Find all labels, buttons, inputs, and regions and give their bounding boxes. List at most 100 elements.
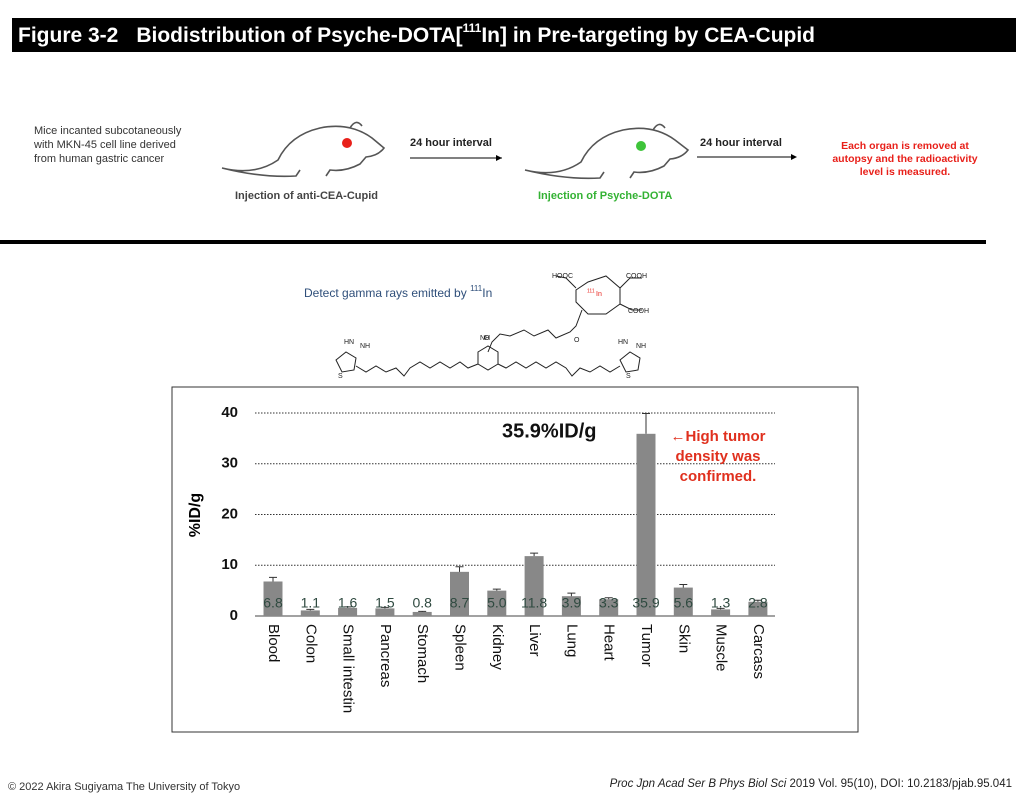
bar: [748, 601, 768, 616]
structure-label: HN: [618, 339, 628, 346]
error-bar: [343, 606, 352, 608]
structure-label: S: [626, 373, 631, 380]
annotation-line: ←High tumor: [671, 428, 766, 445]
structure-label: COOH: [626, 273, 647, 280]
tumor-dot: [342, 138, 352, 148]
header-bar: [12, 18, 1016, 52]
header-title: Figure 3-2 Biodistribution of Psyche-DOTA…: [18, 21, 815, 46]
error-bar: [455, 566, 464, 572]
error-bar: [604, 597, 613, 600]
x-tick-label: Tumor: [638, 624, 655, 667]
value-label: 8.7: [450, 595, 470, 611]
error-bar: [380, 606, 389, 609]
x-tick-label: Spleen: [452, 624, 469, 671]
structure-label: NH: [636, 343, 646, 350]
value-label: 1.6: [338, 595, 358, 611]
structure-label: S: [338, 373, 343, 380]
x-tick-label: Carcass: [750, 624, 767, 679]
note-line: with MKN-45 cell line derived: [33, 139, 176, 151]
bar: [263, 581, 283, 616]
step-label: Injection of anti-CEA-Cupid: [235, 190, 378, 202]
citation: Proc Jpn Acad Ser B Phys Biol Sci 2019 V…: [610, 778, 1012, 790]
arrow-head: [791, 154, 797, 160]
value-label: 3.9: [562, 595, 582, 611]
y-axis-label: %ID/g: [187, 493, 204, 537]
chart-frame: [171, 386, 859, 733]
x-tick-label: Liver: [526, 624, 543, 657]
value-label: 1.1: [301, 595, 321, 611]
detection-sup: 111: [470, 284, 483, 293]
bar: [412, 611, 432, 616]
structure-label: NH: [480, 335, 490, 342]
bar: [338, 607, 358, 616]
value-label: 11.8: [521, 595, 547, 611]
detection-text: Detect gamma rays emitted by 111In: [304, 284, 492, 300]
value-label: 6.8: [263, 595, 283, 611]
y-tick-label: 10: [221, 556, 238, 573]
structure-label: O: [484, 335, 490, 342]
bar: [300, 610, 320, 616]
title-text: Biodistribution of Psyche-DOTA[: [136, 24, 462, 47]
error-bar: [530, 552, 539, 557]
probe-dot: [636, 141, 646, 151]
value-label: 5.6: [674, 595, 694, 611]
figure-number: Figure 3-2: [18, 24, 118, 47]
bar: [673, 587, 693, 616]
note-line: from human gastric cancer: [34, 153, 165, 165]
value-label: 1.5: [375, 595, 395, 611]
x-tick-label: Skin: [675, 624, 692, 653]
title-text: In] in Pre-targeting by CEA-Cupid: [481, 24, 815, 47]
structure: [335, 275, 642, 377]
error-bar: [306, 608, 315, 611]
y-tick-label: 30: [221, 455, 238, 472]
value-label: 35.9: [632, 595, 659, 611]
x-tick-label: Stomach: [414, 624, 431, 683]
step-prefix: Injection of: [538, 190, 600, 202]
bar: [711, 609, 731, 616]
structure-label: COOH: [628, 308, 649, 315]
error-bar: [418, 610, 427, 612]
divider: [0, 240, 986, 244]
value-label: 1.3: [711, 595, 731, 611]
detection-main: Detect gamma rays emitted by: [304, 286, 470, 300]
value-label: 5.0: [487, 595, 507, 611]
value-label: 0.8: [412, 595, 432, 611]
highlight-label: 35.9%ID/g: [502, 420, 596, 442]
mouse-1: [221, 121, 386, 178]
step-name: Psyche-DOTA: [600, 190, 673, 202]
x-tick-label: Colon: [302, 624, 319, 663]
x-tick-label: Kidney: [489, 624, 506, 670]
x-tick-label: Muscle: [713, 624, 730, 672]
error-bar: [753, 599, 762, 602]
bar: [524, 556, 544, 616]
step-label: Injection of Psyche-DOTA: [538, 190, 672, 202]
x-tick-label: Lung: [563, 624, 580, 657]
interval-label: 24 hour interval: [410, 137, 492, 149]
error-bar: [642, 413, 650, 434]
error-bar: [679, 584, 688, 588]
title-sup: 111: [463, 21, 482, 35]
result-line: level is measured.: [860, 166, 951, 178]
structure-label: 111: [587, 288, 595, 294]
x-tick-label: Small intestin: [340, 624, 357, 713]
structure-label: HOOC: [552, 273, 573, 280]
x-tick-label: Heart: [601, 624, 618, 662]
structure-label: In: [596, 291, 602, 298]
x-tick-label: Blood: [265, 624, 282, 662]
structure-label: HN: [344, 339, 354, 346]
result-line: Each organ is removed at: [841, 140, 969, 152]
y-tick-label: 40: [221, 404, 238, 421]
value-label: 2.8: [748, 595, 768, 611]
error-bar: [716, 607, 725, 610]
bar: [375, 608, 395, 616]
error-bar: [567, 592, 576, 597]
x-tick-label: Pancreas: [377, 624, 394, 687]
bar: [561, 596, 581, 616]
result-line: autopsy and the radioactivity: [832, 153, 977, 165]
mouse-2: [524, 123, 690, 180]
result-note: Each organ is removed at autopsy and the…: [832, 140, 977, 178]
detection-element: In: [482, 286, 492, 300]
y-tick-label: 20: [221, 505, 238, 522]
